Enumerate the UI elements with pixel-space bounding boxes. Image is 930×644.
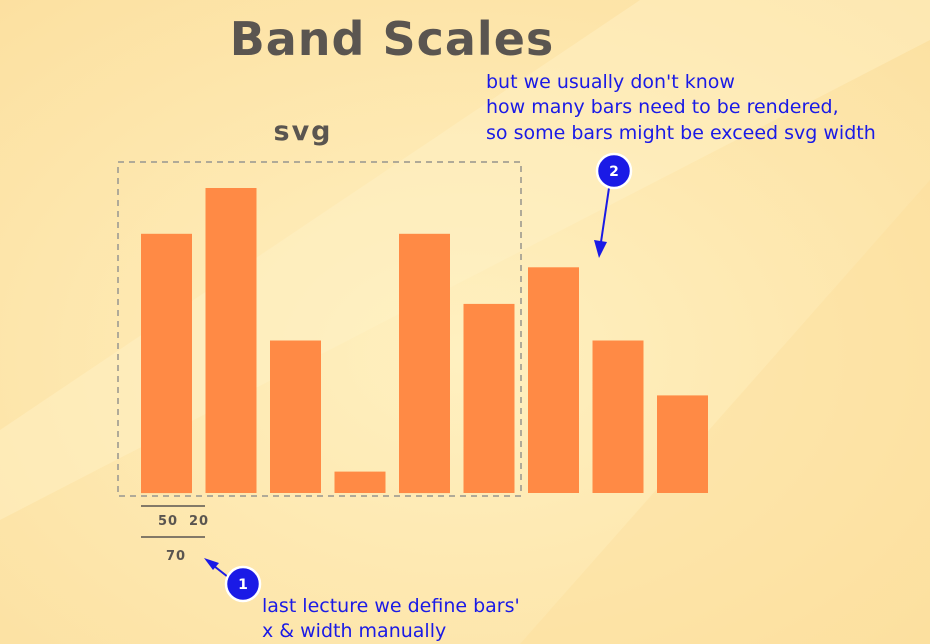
bar-3 <box>270 340 321 493</box>
annotation-2-line-1: but we usually don't know <box>486 71 735 93</box>
bar-4 <box>334 471 386 493</box>
annotation-1-line-2: x & width manually <box>262 620 446 642</box>
bar-9 <box>657 395 708 493</box>
step-label: 70 <box>166 549 186 564</box>
bar-measurement: 50 20 70 <box>141 505 209 564</box>
annotation-2: 2 but we usually don't know how many bar… <box>486 71 876 258</box>
annotation-1-number: 1 <box>238 577 248 593</box>
gap-label: 20 <box>189 514 209 529</box>
svg-label: svg <box>274 116 333 147</box>
background-shadow-streak <box>520 180 930 644</box>
bar-7 <box>528 267 579 493</box>
annotation-1: 1 last lecture we define bars' x & width… <box>204 558 520 642</box>
annotation-2-line-3: so some bars might be exceed svg width <box>486 122 876 144</box>
bar-2 <box>205 188 257 493</box>
bar-width-label: 50 <box>158 514 178 529</box>
bar-6 <box>463 303 515 493</box>
annotation-1-arrowhead <box>204 558 219 570</box>
annotation-1-line-1: last lecture we define bars' <box>262 595 520 617</box>
annotation-2-marker <box>595 152 633 190</box>
annotation-2-arrow <box>600 187 610 243</box>
annotation-2-arrowhead <box>594 240 607 258</box>
annotation-1-marker <box>224 565 262 603</box>
annotation-2-number: 2 <box>609 164 619 180</box>
bar-1 <box>141 233 192 494</box>
bar-5 <box>399 233 450 494</box>
annotation-1-arrow <box>213 565 229 578</box>
bars-group <box>141 188 708 494</box>
bar-8 <box>592 340 644 493</box>
svg-boundary-frame <box>117 161 522 497</box>
annotation-2-line-2: how many bars need to be rendered, <box>486 96 839 118</box>
slide-title: Band Scales <box>230 12 555 66</box>
